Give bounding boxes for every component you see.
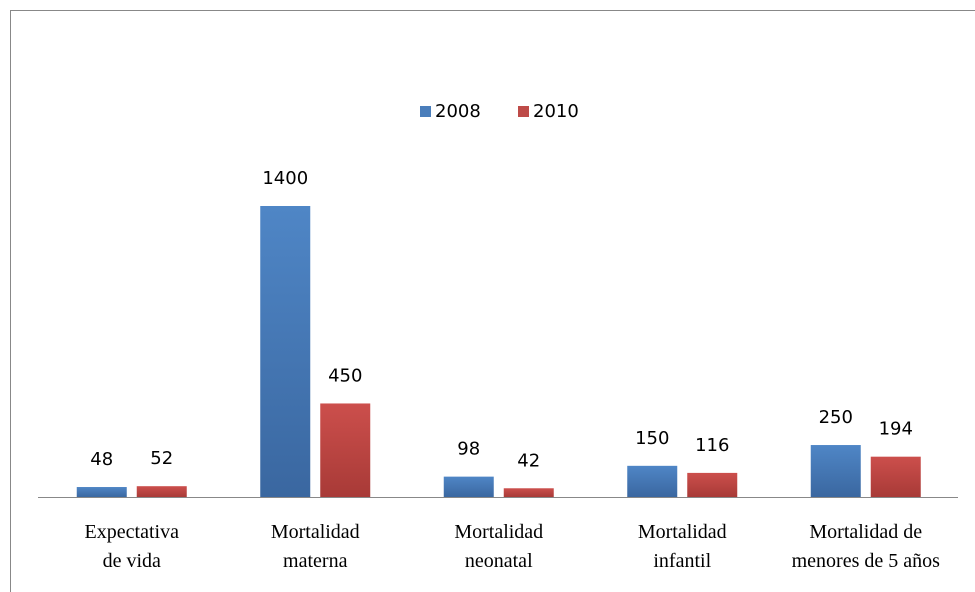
bar <box>627 465 678 497</box>
data-label: 1400 <box>262 168 308 189</box>
x-tick-label: Mortalidad neonatal <box>454 521 544 572</box>
bar <box>870 456 921 497</box>
data-label: 42 <box>517 450 540 471</box>
data-label: 98 <box>457 439 480 460</box>
bar <box>260 206 311 497</box>
bar <box>443 476 494 497</box>
data-label: 194 <box>879 419 913 440</box>
bar <box>687 472 738 497</box>
data-label: 116 <box>695 435 729 456</box>
bar <box>76 487 127 497</box>
bar <box>810 445 861 497</box>
x-tick-label: Mortalidad infantil <box>637 521 727 572</box>
x-tick-label: Mortalidad materna <box>270 521 360 572</box>
data-label: 52 <box>150 448 173 469</box>
legend-swatch <box>420 106 431 117</box>
bar <box>320 403 371 497</box>
legend-swatch <box>518 106 529 117</box>
data-label: 48 <box>90 449 113 470</box>
data-label: 250 <box>819 407 853 428</box>
chart-border <box>10 10 975 592</box>
bar <box>503 488 554 497</box>
x-tick-label: Expectativa de vida <box>84 521 179 572</box>
data-label: 150 <box>635 428 669 449</box>
x-tick-label: Mortalidad de menores de 5 años <box>791 521 940 572</box>
data-label: 450 <box>328 365 362 386</box>
legend-label: 2010 <box>533 101 579 122</box>
legend-label: 2008 <box>435 101 481 122</box>
bar <box>136 486 187 497</box>
